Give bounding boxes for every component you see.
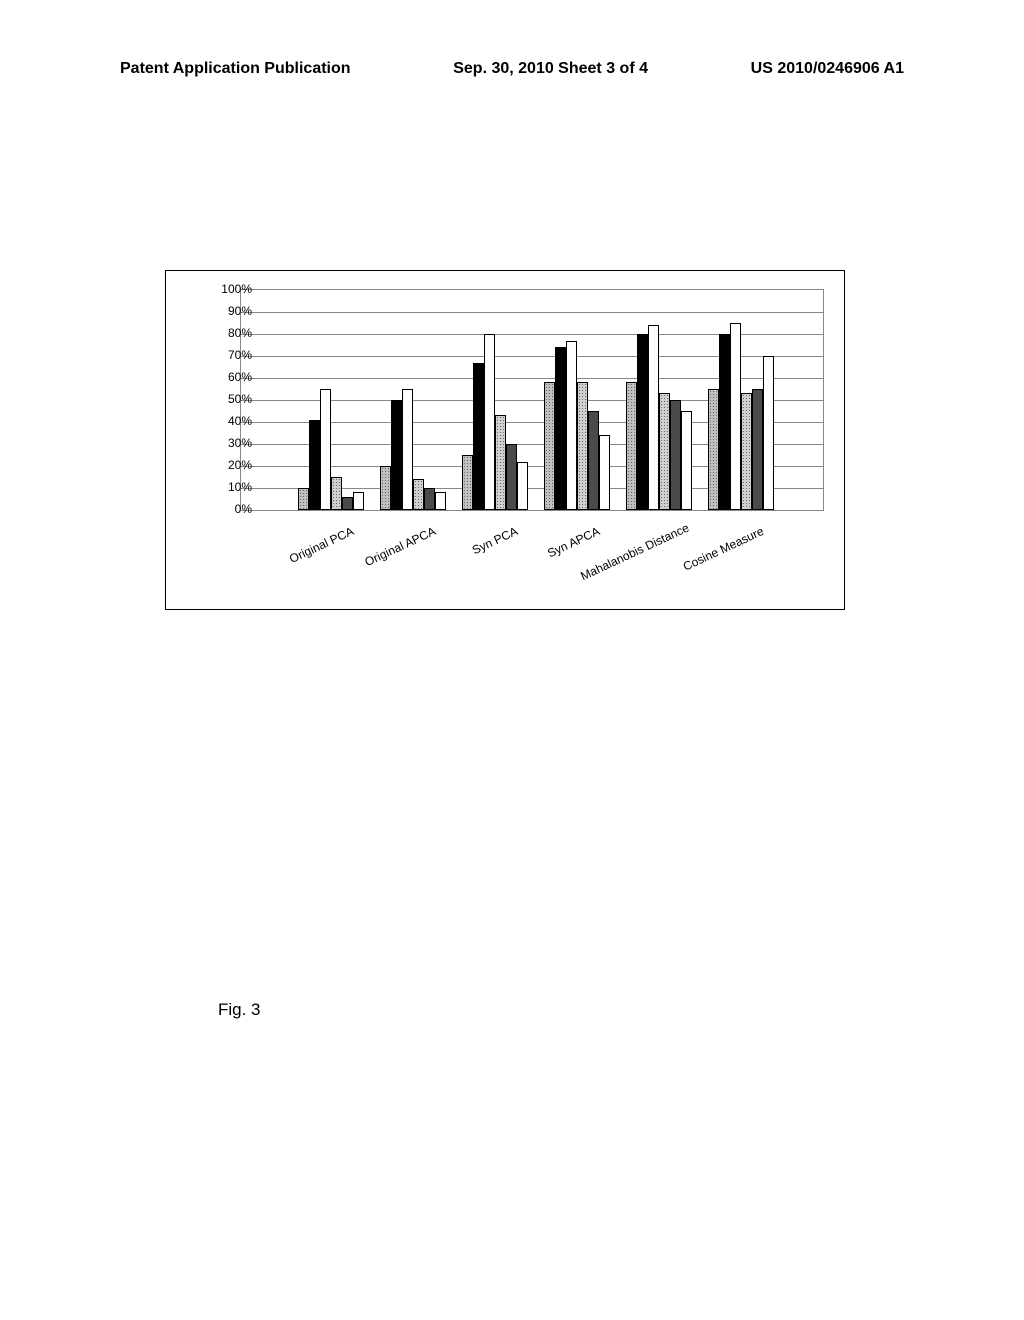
header-middle: Sep. 30, 2010 Sheet 3 of 4 (453, 60, 648, 78)
bar (681, 411, 692, 510)
bar (637, 334, 648, 510)
bar (309, 420, 320, 510)
bar (708, 389, 719, 510)
bar (495, 415, 506, 510)
bar (719, 334, 730, 510)
y-tick-label: 100% (202, 283, 252, 295)
y-tick-label: 20% (202, 459, 252, 471)
bar-chart: Original PCAOriginal APCASyn PCASyn APCA… (165, 270, 845, 610)
bar (577, 382, 588, 510)
y-tick-label: 0% (202, 503, 252, 515)
bar (544, 382, 555, 510)
y-tick-label: 40% (202, 415, 252, 427)
plot-area (240, 289, 824, 511)
y-tick-label: 50% (202, 393, 252, 405)
header-left: Patent Application Publication (120, 60, 351, 78)
bar (424, 488, 435, 510)
bar-group (626, 290, 692, 510)
bar (763, 356, 774, 510)
bar (473, 363, 484, 510)
bar (659, 393, 670, 510)
x-axis-labels: Original PCAOriginal APCASyn PCASyn APCA… (240, 516, 824, 596)
bar (599, 435, 610, 510)
bar (670, 400, 681, 510)
bar (566, 341, 577, 510)
bar (506, 444, 517, 510)
bar (331, 477, 342, 510)
bar (741, 393, 752, 510)
bar (342, 497, 353, 510)
y-tick-label: 90% (202, 305, 252, 317)
bar (588, 411, 599, 510)
bar-group (298, 290, 364, 510)
y-tick-label: 60% (202, 371, 252, 383)
y-tick-label: 80% (202, 327, 252, 339)
bar-group (380, 290, 446, 510)
bar (320, 389, 331, 510)
y-tick-label: 10% (202, 481, 252, 493)
y-tick-label: 30% (202, 437, 252, 449)
bar (391, 400, 402, 510)
bar (402, 389, 413, 510)
bar (435, 492, 446, 510)
y-tick-label: 70% (202, 349, 252, 361)
bar (298, 488, 309, 510)
bar (462, 455, 473, 510)
figure-caption: Fig. 3 (218, 1000, 261, 1020)
bar (484, 334, 495, 510)
bar (413, 479, 424, 510)
bar (517, 462, 528, 510)
bar-group (462, 290, 528, 510)
bar (353, 492, 364, 510)
bar (380, 466, 391, 510)
bar (555, 347, 566, 510)
header-right: US 2010/0246906 A1 (751, 60, 904, 78)
bar-group (544, 290, 610, 510)
bar-group (708, 290, 774, 510)
bar (752, 389, 763, 510)
bar (626, 382, 637, 510)
bar (648, 325, 659, 510)
bar (730, 323, 741, 510)
